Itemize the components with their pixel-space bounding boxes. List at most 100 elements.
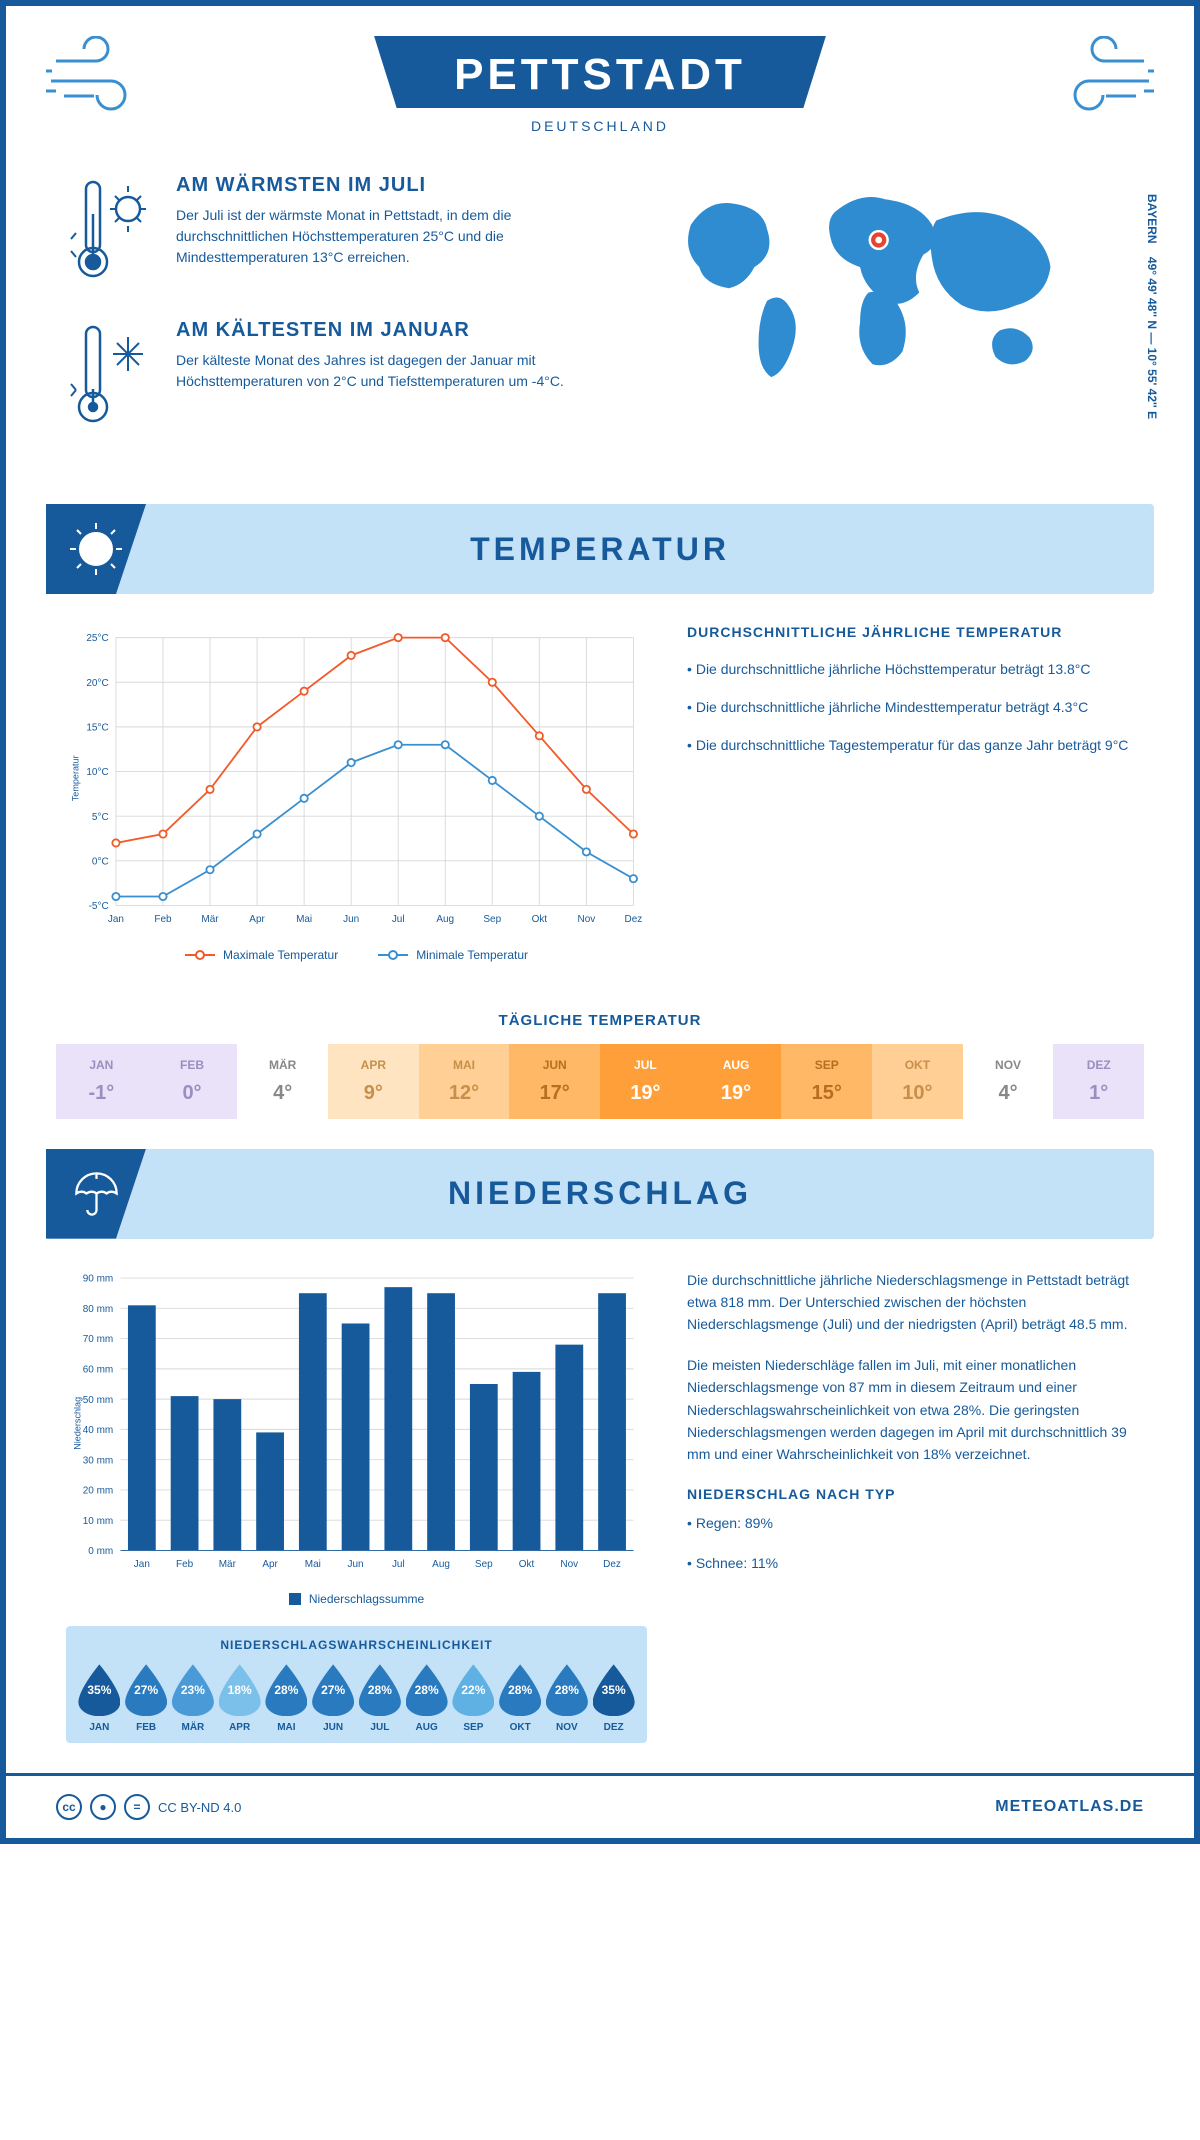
world-map-icon [620,174,1134,394]
svg-text:90 mm: 90 mm [83,1273,113,1284]
drop-item: 28%MAI [263,1664,310,1733]
umbrella-icon [46,1149,146,1239]
precip-para-1: Die durchschnittliche jährliche Niedersc… [687,1269,1134,1336]
probability-title: NIEDERSCHLAGSWAHRSCHEINLICHKEIT [76,1638,637,1652]
month-cell: SEP15° [781,1044,872,1119]
svg-text:20°C: 20°C [86,678,108,689]
coldest-text: AM KÄLTESTEN IM JANUAR Der kälteste Mona… [176,319,580,434]
svg-text:Okt: Okt [519,1558,535,1569]
month-cell: NOV4° [963,1044,1054,1119]
probability-box: NIEDERSCHLAGSWAHRSCHEINLICHKEIT 35%JAN27… [66,1626,647,1743]
legend-max: .legend-item:nth-child(1) .legend-line::… [185,948,338,962]
svg-text:5°C: 5°C [92,812,109,823]
footer: cc ● = CC BY-ND 4.0 METEOATLAS.DE [6,1773,1194,1838]
svg-text:Mai: Mai [296,914,312,925]
city-title: PETTSTADT [454,50,746,100]
drop-item: 35%JAN [76,1664,123,1733]
svg-text:60 mm: 60 mm [83,1364,113,1375]
svg-text:Dez: Dez [625,914,643,925]
precip-section-header: NIEDERSCHLAG [46,1149,1154,1239]
warmest-fact: AM WÄRMSTEN IM JULI Der Juli ist der wär… [66,174,580,289]
warmest-text: AM WÄRMSTEN IM JULI Der Juli ist der wär… [176,174,580,289]
drop-item: 35%DEZ [590,1664,637,1733]
drop-item: 28%OKT [497,1664,544,1733]
svg-text:Nov: Nov [560,1558,578,1569]
svg-text:10 mm: 10 mm [83,1515,113,1526]
svg-text:Mär: Mär [201,914,219,925]
svg-text:30 mm: 30 mm [83,1455,113,1466]
probability-drops: 35%JAN27%FEB23%MÄR18%APR28%MAI27%JUN28%J… [76,1664,637,1733]
svg-text:Sep: Sep [475,1558,493,1569]
svg-text:-5°C: -5°C [89,901,109,912]
precip-type-1: • Regen: 89% [687,1512,1134,1534]
svg-text:0°C: 0°C [92,856,109,867]
intro-row: AM WÄRMSTEN IM JULI Der Juli ist der wär… [6,144,1194,484]
precip-legend: Niederschlagssumme [66,1592,647,1606]
coldest-fact: AM KÄLTESTEN IM JANUAR Der kälteste Mona… [66,319,580,434]
svg-text:Mai: Mai [305,1558,321,1569]
month-cell: APR9° [328,1044,419,1119]
svg-text:20 mm: 20 mm [83,1485,113,1496]
coldest-title: AM KÄLTESTEN IM JANUAR [176,319,580,342]
temp-bullet-2: • Die durchschnittliche jährliche Mindes… [687,696,1134,720]
license-text: CC BY-ND 4.0 [158,1800,241,1815]
month-cell: AUG19° [691,1044,782,1119]
country-subtitle: DEUTSCHLAND [46,118,1154,134]
svg-text:Aug: Aug [436,914,454,925]
temp-bullet-3: • Die durchschnittliche Tagestemperatur … [687,734,1134,758]
by-icon: ● [90,1794,116,1820]
month-cell: MÄR4° [237,1044,328,1119]
header: PETTSTADT DEUTSCHLAND [6,6,1194,144]
svg-text:Nov: Nov [578,914,596,925]
month-cell: JUN17° [509,1044,600,1119]
license-block: cc ● = CC BY-ND 4.0 [56,1794,241,1820]
svg-text:Jun: Jun [348,1558,364,1569]
svg-text:80 mm: 80 mm [83,1304,113,1315]
temperature-content: -5°C0°C5°C10°C15°C20°C25°CJanFebMärAprMa… [6,594,1194,992]
drop-item: 28%NOV [544,1664,591,1733]
svg-text:Temperatur: Temperatur [71,755,81,801]
drop-item: 27%FEB [123,1664,170,1733]
precip-type-2: • Schnee: 11% [687,1552,1134,1574]
precip-para-2: Die meisten Niederschläge fallen im Juli… [687,1354,1134,1466]
coldest-body: Der kälteste Monat des Jahres ist dagege… [176,350,580,392]
sun-icon [46,504,146,594]
svg-text:Dez: Dez [603,1558,621,1569]
svg-text:Feb: Feb [176,1558,194,1569]
facts-column: AM WÄRMSTEN IM JULI Der Juli ist der wär… [66,174,580,464]
drop-item: 28%JUL [357,1664,404,1733]
month-cell: FEB0° [147,1044,238,1119]
daily-temp-grid: JAN-1°FEB0°MÄR4°APR9°MAI12°JUN17°JUL19°A… [56,1044,1144,1119]
legend-precip: Niederschlagssumme [289,1592,424,1606]
drop-item: 28%AUG [403,1664,450,1733]
svg-text:Aug: Aug [432,1558,450,1569]
month-cell: DEZ1° [1053,1044,1144,1119]
temp-desc-heading: DURCHSCHNITTLICHE JÄHRLICHE TEMPERATUR [687,624,1134,640]
precip-bar-chart: 0 mm10 mm20 mm30 mm40 mm50 mm60 mm70 mm8… [66,1269,647,1578]
month-cell: JUL19° [600,1044,691,1119]
cc-icon: cc [56,1794,82,1820]
svg-text:Feb: Feb [154,914,172,925]
precip-content: 0 mm10 mm20 mm30 mm40 mm50 mm60 mm70 mm8… [6,1239,1194,1774]
svg-text:Apr: Apr [262,1558,278,1569]
coordinates-label: BAYERN 49° 49' 48'' N — 10° 55' 42'' E [1145,194,1159,419]
svg-text:Mär: Mär [219,1558,237,1569]
svg-text:Jan: Jan [108,914,124,925]
temperature-description: DURCHSCHNITTLICHE JÄHRLICHE TEMPERATUR •… [687,624,1134,962]
temperature-section-header: TEMPERATUR [46,504,1154,594]
precip-type-heading: NIEDERSCHLAG NACH TYP [687,1486,1134,1502]
wind-icon [1044,36,1154,121]
warmest-body: Der Juli ist der wärmste Monat in Pettst… [176,205,580,268]
svg-text:Jul: Jul [392,1558,405,1569]
svg-text:70 mm: 70 mm [83,1334,113,1345]
svg-text:Jul: Jul [392,914,405,925]
drop-item: 18%APR [216,1664,263,1733]
svg-text:Jan: Jan [134,1558,150,1569]
svg-text:Apr: Apr [249,914,265,925]
thermometer-sun-icon [66,174,156,289]
precip-title: NIEDERSCHLAG [448,1175,752,1212]
svg-text:Niederschlag: Niederschlag [73,1397,83,1450]
svg-text:Jun: Jun [343,914,359,925]
warmest-title: AM WÄRMSTEN IM JULI [176,174,580,197]
month-cell: JAN-1° [56,1044,147,1119]
